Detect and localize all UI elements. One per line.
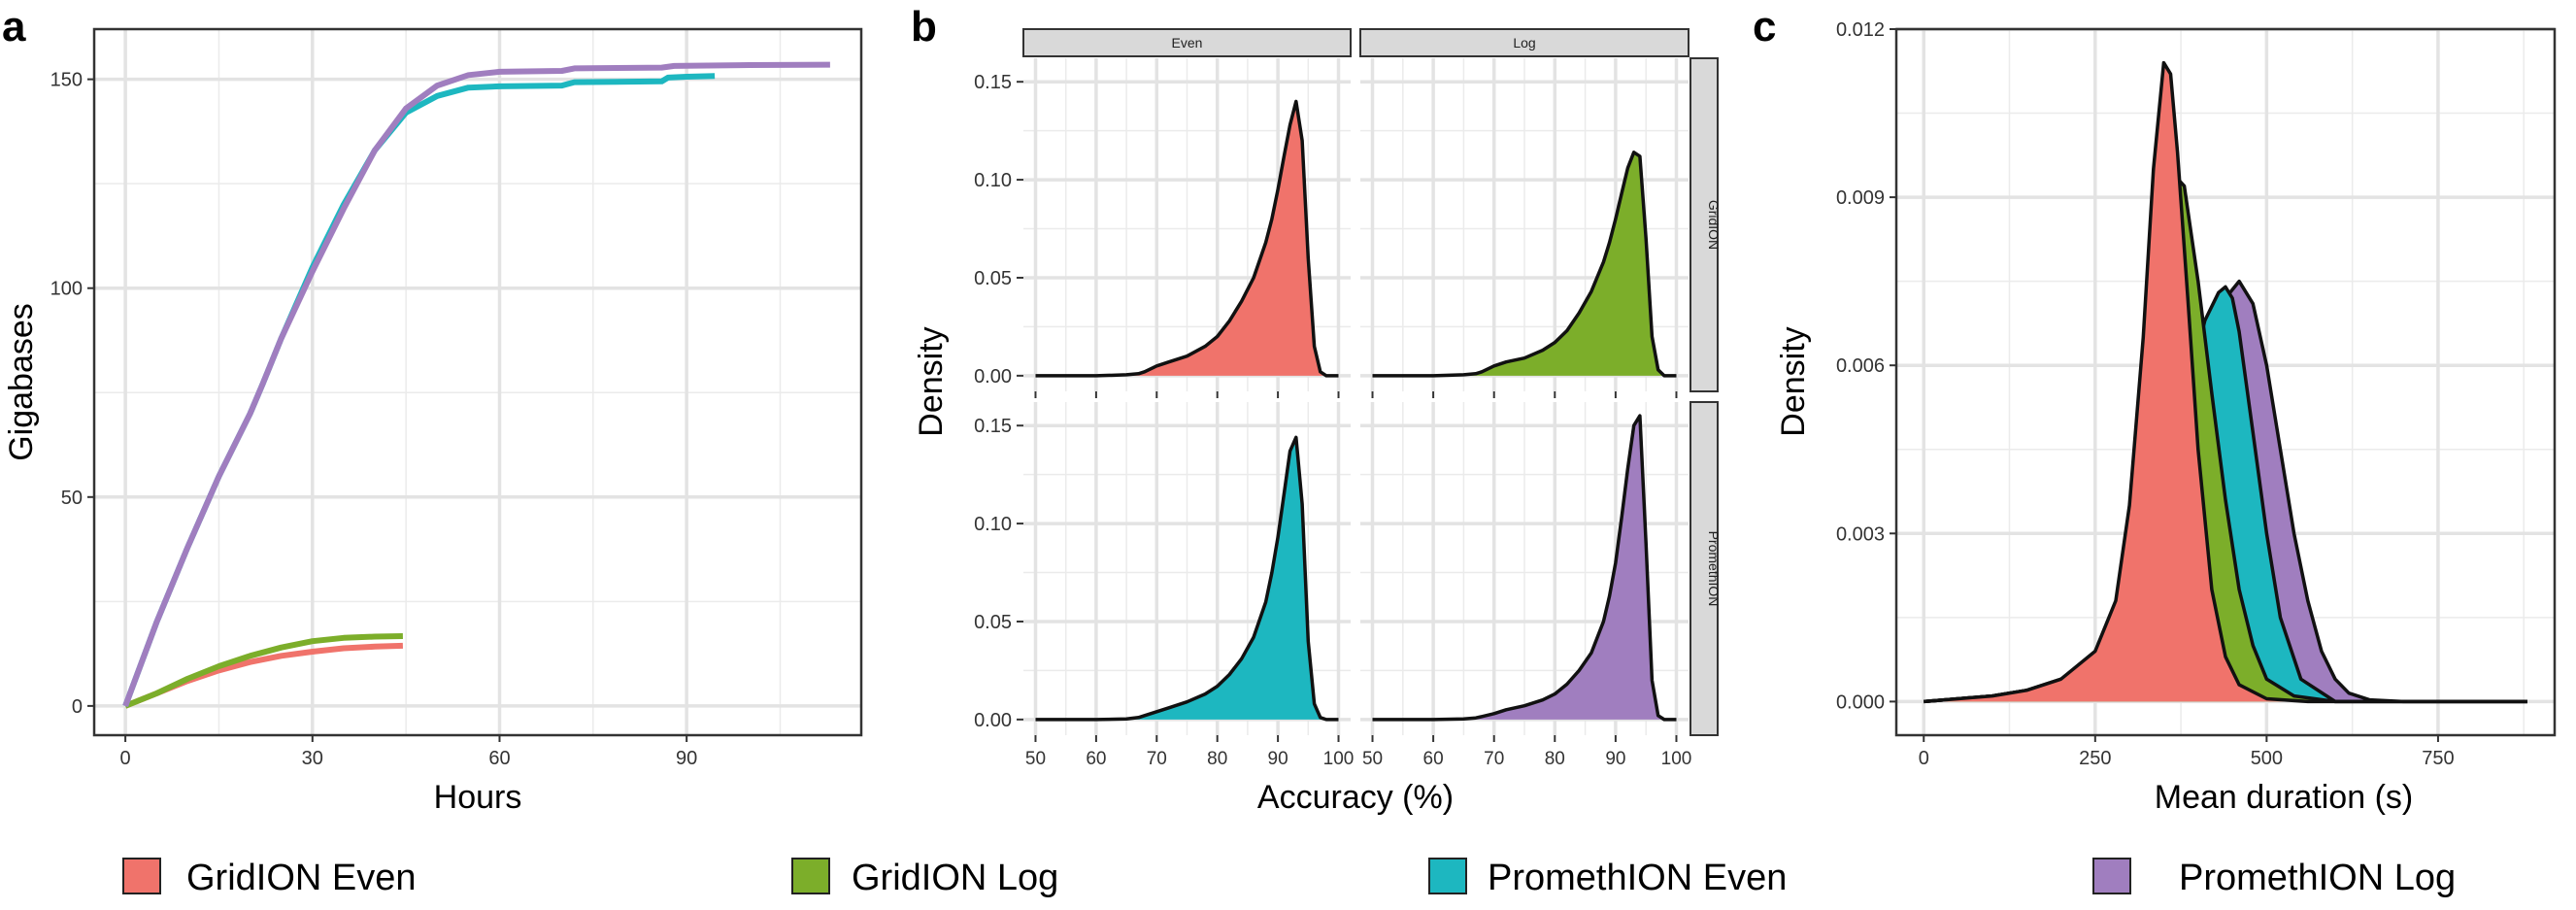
x-axis-title: Hours <box>434 779 522 816</box>
series-line-promethion-even <box>122 73 716 707</box>
facet-strip-label: PromethION <box>1706 531 1722 607</box>
legend-label-gridion-even: GridION Even <box>186 858 417 898</box>
y-axis-title: Density <box>1775 326 1812 436</box>
panel-b-y-tick-label: 0.15 <box>974 72 1012 93</box>
panel-b-y-tick-label: 0.05 <box>974 612 1012 633</box>
panel-letter-b: b <box>911 3 937 51</box>
panel-b-x-tick-label: 100 <box>1323 749 1355 769</box>
panel-c-duration-density: 0 250 500 750 0.000 0.003 0.006 0.009 0.012 Mean … <box>1775 19 2557 816</box>
panel-c-y-tick-label: 0.000 <box>1836 691 1885 713</box>
facet-promethion-even: 0.00 0.05 0.10 0.15 50 60 70 80 90 100 <box>974 402 1354 769</box>
facet-strip-gridion <box>1689 57 1719 392</box>
panel-a-border <box>92 27 863 737</box>
panel-a-y-tick-label: 150 <box>50 70 83 91</box>
density-outline <box>1372 414 1677 722</box>
legend-key-gridion-even <box>122 858 161 894</box>
legend: GridION Even GridION Log PromethION Even… <box>122 858 2456 898</box>
density-area-gridion-even <box>1035 101 1339 376</box>
panel-b-x-tick-label: 90 <box>1268 749 1288 769</box>
panel-c-y-tick-label: 0.009 <box>1836 187 1885 209</box>
facet-promethion-log: 50 60 70 80 90 100 <box>1360 402 1691 769</box>
panel-b-y-tick-label: 0.15 <box>974 416 1012 437</box>
panel-b-x-tick-label: 90 <box>1605 749 1625 769</box>
panel-a-cumulative-output: 0 30 60 90 0 50 100 150 Hours Gigabases <box>3 27 863 816</box>
panel-c-x-tick-label: 0 <box>1919 748 1929 769</box>
density-outline <box>1035 435 1339 722</box>
panel-c-y-tick-label: 0.012 <box>1836 19 1885 41</box>
density-area-gridion-log <box>1372 152 1677 376</box>
legend-key-promethion-even <box>1428 858 1467 894</box>
panel-b-x-tick-label: 60 <box>1423 749 1444 769</box>
panel-c-x-tick-label: 250 <box>2079 748 2111 769</box>
density-outline-gridion-even <box>1924 60 2527 704</box>
panel-b-accuracy-density: Even Log GridION PromethION 0.00 0.05 0.10 0.15… <box>913 28 1722 816</box>
panel-b-x-tick-label: 70 <box>1484 749 1504 769</box>
panel-a-grid <box>94 29 861 735</box>
panel-a-x-tick-label: 30 <box>302 748 323 769</box>
facet-strip-even <box>1022 28 1352 57</box>
y-axis-title: Gigabases <box>3 303 40 461</box>
facet-grid <box>1023 58 1351 391</box>
density-area-promethion-log <box>1372 416 1677 720</box>
legend-key-gridion-log <box>791 858 830 894</box>
panel-b-y-tick-label: 0.00 <box>974 710 1012 731</box>
panel-b-x-tick-label: 80 <box>1207 749 1227 769</box>
x-axis-title: Accuracy (%) <box>1257 779 1454 816</box>
panel-c-x-tick-label: 500 <box>2251 748 2283 769</box>
density-outline <box>1372 151 1677 378</box>
panel-a-x-tick-label: 0 <box>120 748 131 769</box>
panel-c-y-tick-label: 0.003 <box>1836 523 1885 545</box>
panel-b-y-tick-label: 0.00 <box>974 366 1012 388</box>
facet-gridion-even: 0.00 0.05 0.10 0.15 <box>974 58 1351 398</box>
panel-b-y-tick-label: 0.10 <box>974 514 1012 535</box>
facet-strip-label: GridION <box>1706 200 1722 250</box>
panel-b-x-tick-label: 80 <box>1545 749 1565 769</box>
density-outline <box>1035 99 1339 378</box>
panel-a-y-tick-label: 50 <box>61 488 83 509</box>
panel-b-x-tick-label: 60 <box>1086 749 1106 769</box>
panel-a-x-tick-label: 60 <box>488 748 510 769</box>
density-area-promethion-even <box>1035 437 1339 720</box>
series-line-promethion-log <box>122 61 830 707</box>
panel-b-x-tick-label: 50 <box>1362 749 1383 769</box>
y-axis-title: Density <box>913 326 950 436</box>
panel-b-x-tick-label: 100 <box>1661 749 1692 769</box>
x-axis-title: Mean duration (s) <box>2155 779 2413 816</box>
series-line-gridion-log <box>123 633 403 709</box>
legend-label-gridion-log: GridION Log <box>852 858 1058 898</box>
panel-c-y-tick-label: 0.006 <box>1836 355 1885 377</box>
panel-a-y-tick-label: 100 <box>50 279 83 300</box>
legend-label-promethion-log: PromethION Log <box>2179 858 2456 898</box>
facet-strip-label: Even <box>1172 35 1203 51</box>
panel-letter-c: c <box>1753 3 1776 51</box>
density-area-gridion-log <box>1924 175 2527 702</box>
panel-b-x-tick-label: 70 <box>1147 749 1167 769</box>
facet-gridion-log <box>1360 58 1689 398</box>
panel-c-x-tick-label: 750 <box>2422 748 2454 769</box>
panel-a-x-tick-label: 90 <box>676 748 697 769</box>
facet-strip-log <box>1359 28 1689 57</box>
legend-key-promethion-log <box>2092 858 2131 894</box>
facet-strip-promethion <box>1689 401 1719 736</box>
panel-b-y-tick-label: 0.05 <box>974 268 1012 289</box>
facet-strip-label: Log <box>1513 35 1535 51</box>
panel-a-y-tick-label: 0 <box>72 696 83 718</box>
panel-letter-a: a <box>2 3 26 51</box>
panel-b-y-tick-label: 0.10 <box>974 170 1012 191</box>
panel-c-border <box>1894 27 2557 737</box>
panel-b-x-tick-label: 50 <box>1025 749 1046 769</box>
legend-label-promethion-even: PromethION Even <box>1488 858 1787 898</box>
